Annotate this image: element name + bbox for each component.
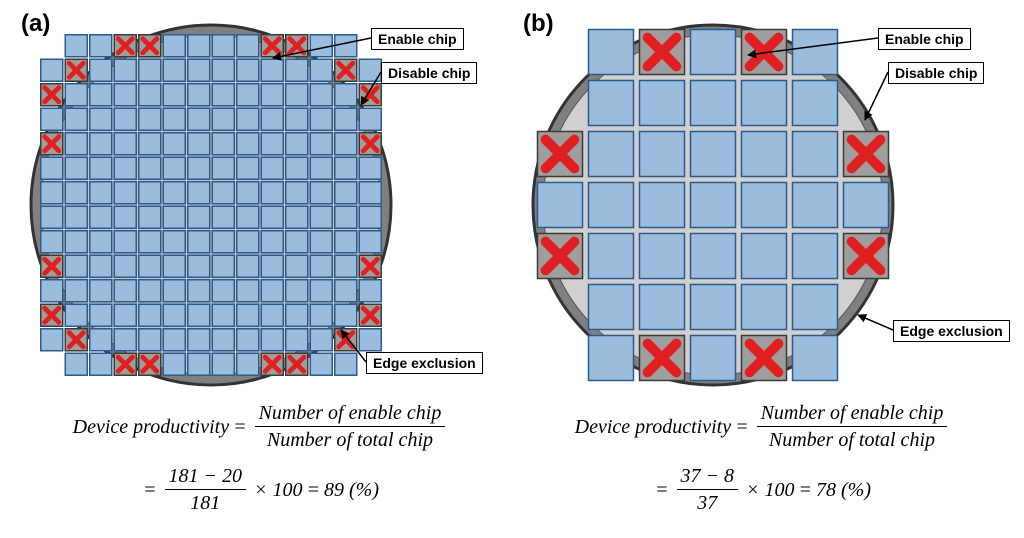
num-enable-b: Number of enable chip: [757, 400, 948, 427]
eq-b1: =: [735, 414, 749, 440]
frac-def-a: Number of enable chip Number of total ch…: [255, 400, 446, 453]
calc-a-den: 181: [165, 490, 247, 516]
callout-enable-a: Enable chip: [371, 28, 464, 50]
eq-a3: =: [307, 477, 321, 503]
num-total-a: Number of total chip: [255, 427, 446, 453]
dp-text-a: Device productivity: [73, 414, 229, 440]
calc-a-num: 181 − 20: [165, 463, 247, 490]
wafer-a-wrap: Enable chip Disable chip Edge exclusion: [11, 10, 511, 390]
frac-calc-a: 181 − 20 181: [165, 463, 247, 516]
result-b: 78 (%): [816, 477, 871, 503]
times100-b: × 100: [746, 477, 795, 503]
frac-def-b: Number of enable chip Number of total ch…: [757, 400, 948, 453]
dp-text-b: Device productivity: [575, 414, 731, 440]
callout-enable-b: Enable chip: [878, 28, 971, 50]
callout-edge-a: Edge exclusion: [366, 352, 483, 374]
wafer-b-wrap: Enable chip Disable chip Edge exclusion: [513, 10, 1013, 390]
callout-disable-a: Disable chip: [381, 62, 477, 84]
callout-edge-b: Edge exclusion: [893, 320, 1010, 342]
eq-a1: =: [233, 414, 247, 440]
num-enable-a: Number of enable chip: [255, 400, 446, 427]
calc-b-num: 37 − 8: [677, 463, 739, 490]
formula-a: Device productivity = Number of enable c…: [11, 400, 511, 516]
result-a: 89 (%): [324, 477, 379, 503]
times100-a: × 100: [254, 477, 303, 503]
formula-b: Device productivity = Number of enable c…: [513, 400, 1013, 516]
panel-b: (b) Enable chip Disable chip Edge exclus…: [513, 10, 1013, 516]
eq-b3: =: [799, 477, 813, 503]
callout-disable-b: Disable chip: [888, 62, 984, 84]
num-total-b: Number of total chip: [757, 427, 948, 453]
panel-a: (a) Enable chip Disable chip Edge exclus…: [11, 10, 511, 516]
eq-b2: =: [655, 477, 669, 503]
frac-calc-b: 37 − 8 37: [677, 463, 739, 516]
calc-b-den: 37: [677, 490, 739, 516]
eq-a2: =: [143, 477, 157, 503]
figure-row: (a) Enable chip Disable chip Edge exclus…: [10, 10, 1014, 516]
